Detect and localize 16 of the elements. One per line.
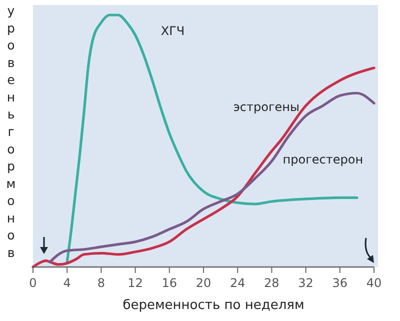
x-axis-title: беременность по неделям <box>122 298 304 313</box>
x-tick-label: 40 <box>366 276 382 290</box>
x-tick-label: 32 <box>298 276 314 290</box>
series-label: прогестерон <box>282 152 364 167</box>
x-tick-label: 12 <box>128 276 143 290</box>
x-tick-label: 16 <box>162 276 178 290</box>
x-tick-label: 20 <box>196 276 212 290</box>
text: уровень гормонов <box>6 3 16 260</box>
series-label: ХГЧ <box>160 24 185 38</box>
x-tick-label: 28 <box>264 276 280 290</box>
x-tick-label: 24 <box>230 276 246 290</box>
x-tick-label: 0 <box>29 276 37 290</box>
x-tick-label: 36 <box>332 276 348 290</box>
x-tick-label: 8 <box>97 276 106 290</box>
x-tick-label: 4 <box>63 276 71 290</box>
series-label: эстрогены <box>233 100 300 114</box>
